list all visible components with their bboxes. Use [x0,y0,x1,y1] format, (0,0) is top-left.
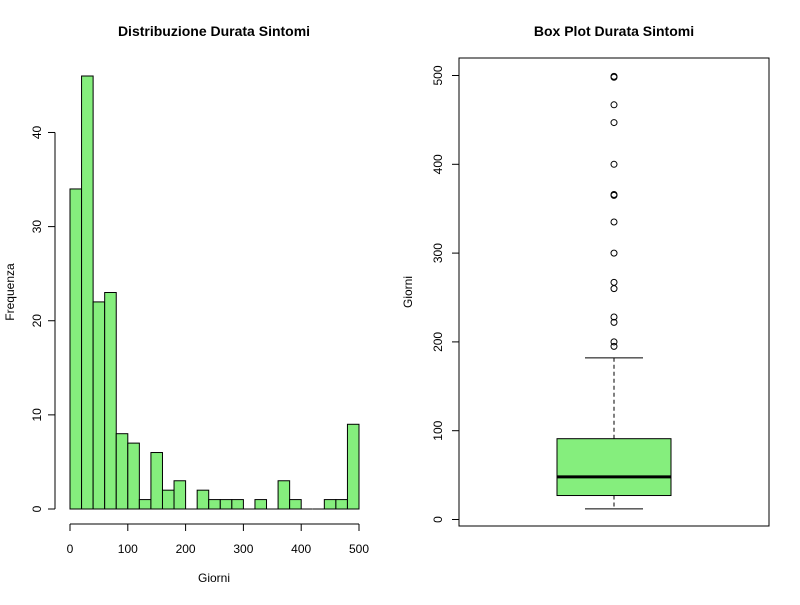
histogram-bar [196,489,210,510]
boxplot-outliers [610,72,618,350]
boxplot-y-tick-label: 0 [431,516,445,523]
histogram-bar [335,499,348,510]
boxplot-panel: Box Plot Durata Sintomi Giorni 0 100 200 30… [401,23,770,527]
histogram-bar [219,499,233,510]
boxplot-y-tick-label: 500 [431,65,445,85]
boxplot-y-tick-label: 400 [431,154,445,174]
histogram-x-tick-label: 500 [349,542,369,556]
boxplot-outlier-point [610,313,618,321]
histogram-bar [277,480,291,510]
histogram-bar [69,188,83,510]
boxplot-outlier-point [610,285,618,293]
histogram-bar [231,499,244,510]
boxplot-outlier-point [610,119,618,127]
boxplot-outlier-point [610,342,618,350]
histogram-y-axis-label: Frequenza [3,263,17,321]
histogram-bar [127,442,140,510]
boxplot-y-tick-label: 200 [431,332,445,352]
boxplot-title: Box Plot Durata Sintomi [534,23,694,39]
boxplot-outlier-point [610,318,618,326]
histogram-bars [69,75,360,510]
histogram-x-tick-label: 0 [67,542,74,556]
histogram-x-axis-label: Giorni [198,571,230,585]
histogram-y-tick-label: 10 [30,408,44,422]
histogram-bar [173,480,187,510]
boxplot-y-tick-label: 300 [431,243,445,263]
boxplot-body [556,357,672,510]
histogram-bar [115,433,129,510]
boxplot-outlier-point [610,249,618,257]
boxplot-box [556,438,672,497]
histogram-y-tick-label: 30 [30,220,44,234]
histogram-x-tick-label: 300 [233,542,253,556]
histogram-x-tick-label: 400 [291,542,311,556]
boxplot-outlier-point [610,72,618,80]
histogram-bar [161,489,175,510]
boxplot-y-axis: 0 100 200 300 400 500 [431,65,460,523]
histogram-y-tick-label: 40 [30,125,44,139]
histogram-bar [323,499,337,510]
boxplot-outlier-point [610,338,618,346]
boxplot-y-axis-label: Giorni [401,276,415,308]
boxplot-outlier-point [610,278,618,286]
histogram-y-tick-label: 0 [30,505,44,512]
boxplot-y-tick-label: 100 [431,420,445,440]
histogram-bar [104,292,117,510]
boxplot-outlier-point [610,101,618,109]
histogram-y-tick-label: 20 [30,314,44,328]
histogram-title: Distribuzione Durata Sintomi [118,23,310,39]
histogram-bar [289,499,302,510]
boxplot-outlier-point [610,190,618,198]
histogram-bar [150,452,163,510]
histogram-bar [138,499,152,510]
histogram-panel: Distribuzione Durata Sintomi Giorni Freq… [3,23,369,585]
histogram-x-axis: 0 100 200 300 400 500 [67,523,369,556]
histogram-bar [208,499,221,510]
histogram-bar [92,301,106,510]
histogram-x-tick-label: 200 [176,542,196,556]
boxplot-outlier-point [610,218,618,226]
histogram-bar [346,423,360,510]
histogram-x-tick-label: 100 [118,542,138,556]
histogram-bar [254,499,268,510]
histogram-y-axis: 0 10 20 30 40 [30,125,56,512]
histogram-bar [81,75,94,510]
boxplot-outlier-point [610,160,618,168]
